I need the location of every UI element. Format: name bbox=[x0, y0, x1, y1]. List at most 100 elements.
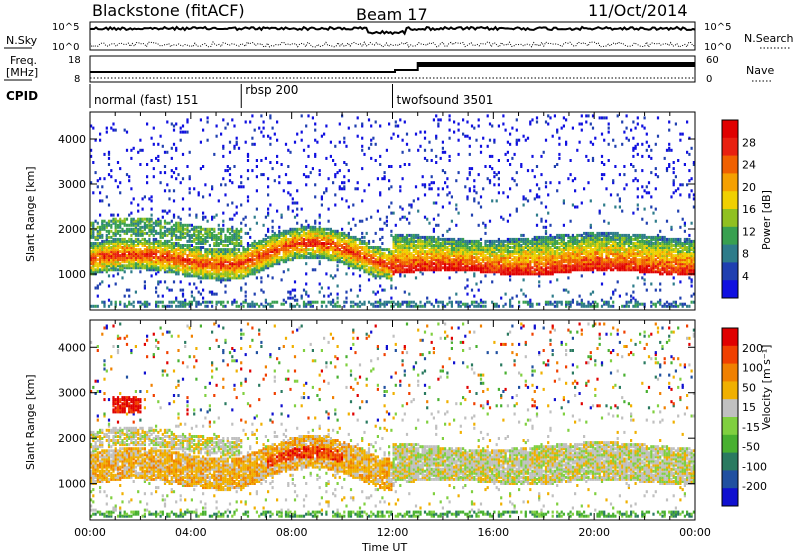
range-gate-cell bbox=[116, 262, 120, 266]
range-gate-cell bbox=[260, 256, 263, 260]
range-gate-cell bbox=[293, 239, 297, 243]
range-gate-cell bbox=[92, 191, 95, 195]
range-gate-cell bbox=[329, 242, 332, 245]
range-gate-cell bbox=[535, 120, 539, 124]
range-gate-cell bbox=[123, 246, 126, 249]
range-gate-cell bbox=[132, 221, 135, 225]
range-gate-cell bbox=[112, 274, 115, 278]
range-gate-cell bbox=[392, 262, 395, 266]
range-gate-cell bbox=[571, 203, 574, 207]
range-gate-cell bbox=[190, 252, 193, 256]
range-gate-cell bbox=[112, 254, 115, 258]
range-gate-cell bbox=[305, 282, 308, 286]
range-gate-cell bbox=[361, 266, 364, 270]
nsearch-trace bbox=[89, 40, 696, 49]
range-gate-cell bbox=[137, 221, 140, 225]
range-gate-cell bbox=[101, 239, 104, 243]
range-gate-cell bbox=[314, 227, 317, 231]
range-gate-cell bbox=[166, 211, 169, 215]
range-gate-cell bbox=[358, 264, 362, 268]
range-gate-cell bbox=[500, 296, 503, 300]
range-gate-cell bbox=[345, 254, 348, 258]
range-gate-cell bbox=[435, 154, 438, 158]
range-gate-cell bbox=[282, 229, 285, 233]
range-gate-cell bbox=[231, 242, 234, 245]
range-gate-cell bbox=[305, 256, 308, 260]
range-gate-cell bbox=[193, 268, 196, 272]
range-gate-cell bbox=[123, 266, 126, 270]
range-gate-cell bbox=[184, 258, 187, 262]
range-gate-cell bbox=[255, 264, 258, 268]
range-gate-cell bbox=[132, 248, 135, 252]
range-gate-cell bbox=[267, 213, 270, 217]
range-gate-cell bbox=[222, 278, 225, 282]
range-gate-cell bbox=[139, 270, 142, 274]
range-gate-cell bbox=[166, 239, 169, 243]
range-gate-cell bbox=[204, 231, 207, 235]
range-gate-cell bbox=[123, 223, 126, 227]
range-gate-cell bbox=[215, 278, 218, 282]
range-gate-cell bbox=[314, 154, 317, 158]
range-gate-cell bbox=[271, 237, 274, 241]
range-gate-cell bbox=[228, 266, 232, 270]
range-gate-cell bbox=[325, 256, 328, 260]
range-gate-cell bbox=[347, 239, 350, 243]
range-gate-cell bbox=[141, 217, 144, 221]
range-gate-cell bbox=[367, 252, 371, 256]
range-gate-cell bbox=[388, 122, 391, 126]
range-gate-cell bbox=[199, 268, 202, 272]
range-gate-cell bbox=[116, 213, 120, 217]
range-gate-cell bbox=[522, 292, 525, 296]
range-gate-cell bbox=[175, 304, 178, 308]
range-gate-cell bbox=[105, 195, 108, 199]
range-gate-cell bbox=[163, 165, 167, 168]
range-gate-cell bbox=[296, 227, 299, 231]
range-gate-cell bbox=[334, 248, 337, 252]
range-gate-cell bbox=[128, 258, 131, 262]
range-gate-cell bbox=[551, 302, 554, 306]
range-gate-cell bbox=[186, 239, 189, 243]
range-gate-cell bbox=[437, 235, 440, 239]
range-gate-cell bbox=[193, 187, 196, 191]
range-gate-cell bbox=[356, 181, 359, 185]
range-gate-cell bbox=[325, 227, 328, 231]
range-gate-cell bbox=[119, 262, 122, 266]
range-gate-cell bbox=[529, 189, 532, 193]
range-gate-cell bbox=[343, 252, 346, 256]
range-gate-cell bbox=[473, 304, 476, 308]
range-gate-cell bbox=[569, 159, 572, 162]
range-gate-cell bbox=[199, 246, 202, 249]
range-gate-cell bbox=[197, 266, 200, 270]
range-gate-cell bbox=[320, 246, 323, 249]
range-gate-cell bbox=[96, 221, 99, 225]
range-gate-cell bbox=[358, 266, 362, 270]
range-gate-cell bbox=[99, 248, 102, 252]
range-gate-cell bbox=[336, 231, 339, 235]
range-gate-cell bbox=[90, 242, 93, 245]
range-gate-cell bbox=[175, 221, 178, 225]
range-gate-cell bbox=[565, 252, 568, 256]
range-gate-cell bbox=[479, 262, 483, 266]
range-gate-cell bbox=[228, 227, 232, 231]
range-gate-cell bbox=[430, 235, 433, 239]
range-gate-cell bbox=[343, 300, 346, 304]
range-gate-cell bbox=[161, 242, 164, 245]
range-gate-cell bbox=[163, 268, 167, 272]
range-gate-cell bbox=[289, 246, 292, 249]
range-gate-cell bbox=[291, 201, 294, 205]
range-gate-cell bbox=[262, 134, 265, 138]
range-gate-cell bbox=[179, 225, 182, 229]
range-gate-cell bbox=[186, 233, 189, 237]
range-gate-cell bbox=[202, 246, 205, 249]
range-gate-cell bbox=[168, 252, 171, 256]
range-gate-cell bbox=[231, 227, 234, 231]
range-gate-cell bbox=[199, 242, 202, 245]
range-gate-cell bbox=[354, 256, 357, 260]
range-gate-cell bbox=[291, 304, 294, 308]
range-gate-cell bbox=[367, 270, 371, 274]
range-gate-cell bbox=[352, 266, 355, 270]
range-gate-cell bbox=[255, 252, 258, 256]
range-gate-cell bbox=[374, 264, 377, 268]
range-gate-cell bbox=[119, 221, 122, 225]
range-gate-cell bbox=[260, 248, 263, 252]
